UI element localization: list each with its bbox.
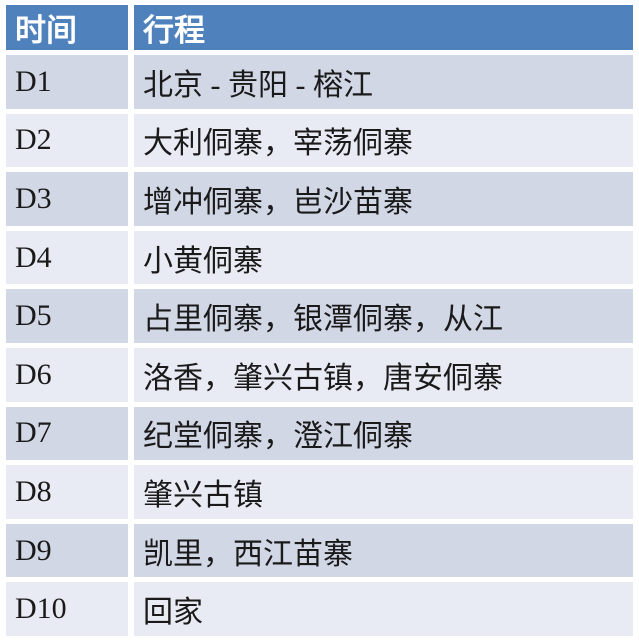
header-cell-time: 时间 <box>6 5 128 50</box>
itinerary-cell: 占里侗寨，银潭侗寨，从江 <box>134 289 633 343</box>
itinerary-cell: 肇兴古镇 <box>134 465 633 519</box>
itinerary-cell: 北京 - 贵阳 - 榕江 <box>134 55 633 109</box>
day-cell: D5 <box>6 289 128 343</box>
table-row: D3 增冲侗寨，岜沙苗寨 <box>6 172 633 226</box>
itinerary-cell: 回家 <box>134 582 633 636</box>
day-cell: D4 <box>6 230 128 285</box>
table-row: D8 肇兴古镇 <box>6 465 633 519</box>
itinerary-cell: 纪堂侗寨，澄江侗寨 <box>134 406 633 461</box>
day-cell: D7 <box>6 406 128 461</box>
table-row: D6 洛香，肇兴古镇，唐安侗寨 <box>6 347 633 402</box>
day-cell: D10 <box>6 582 128 636</box>
day-cell: D1 <box>6 55 128 109</box>
table-row: D7 纪堂侗寨，澄江侗寨 <box>6 406 633 461</box>
itinerary-cell: 大利侗寨，宰荡侗寨 <box>134 113 633 168</box>
itinerary-cell: 小黄侗寨 <box>134 230 633 285</box>
table-row: D10 回家 <box>6 582 633 636</box>
day-cell: D2 <box>6 113 128 168</box>
day-cell: D8 <box>6 465 128 519</box>
header-row: 时间 行程 <box>6 5 633 50</box>
table-row: D9 凯里，西江苗寨 <box>6 523 633 578</box>
day-cell: D9 <box>6 523 128 578</box>
table-row: D2 大利侗寨，宰荡侗寨 <box>6 113 633 168</box>
table-row: D1 北京 - 贵阳 - 榕江 <box>6 55 633 109</box>
table-row: D4 小黄侗寨 <box>6 230 633 285</box>
table-row: D5 占里侗寨，银潭侗寨，从江 <box>6 289 633 343</box>
itinerary-cell: 洛香，肇兴古镇，唐安侗寨 <box>134 347 633 402</box>
header-cell-itinerary: 行程 <box>134 5 633 50</box>
day-cell: D6 <box>6 347 128 402</box>
day-cell: D3 <box>6 172 128 226</box>
itinerary-cell: 凯里，西江苗寨 <box>134 523 633 578</box>
itinerary-cell: 增冲侗寨，岜沙苗寨 <box>134 172 633 226</box>
